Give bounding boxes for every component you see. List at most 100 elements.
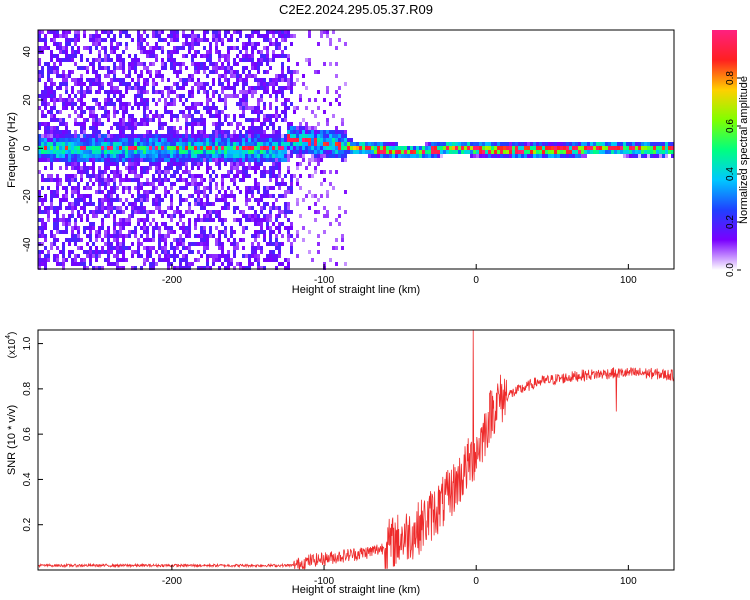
spectrogram-cell xyxy=(173,142,176,146)
spectrogram-cell xyxy=(269,42,272,46)
spectrogram-cell xyxy=(110,242,113,246)
spectrogram-cell xyxy=(197,146,200,150)
spectrogram-cell xyxy=(230,226,233,230)
spectrogram-cell xyxy=(161,74,164,78)
spectrogram-cell xyxy=(275,154,278,158)
spectrogram-cell xyxy=(311,154,314,158)
spectrogram-cell xyxy=(65,106,68,110)
spectrogram-cell xyxy=(158,34,161,38)
spectrogram-cell xyxy=(131,134,134,138)
spectrogram-cell xyxy=(71,54,74,58)
spectrogram-cell xyxy=(122,78,125,82)
spectrogram-cell xyxy=(530,150,533,154)
spectrogram-cell xyxy=(179,78,182,82)
spectrogram-cell xyxy=(80,238,83,242)
spectrogram-cell xyxy=(104,110,107,114)
spectrogram-cell xyxy=(104,234,107,238)
spectrogram-cell xyxy=(275,74,278,78)
spectrogram-cell xyxy=(335,62,338,66)
spectrogram-cell xyxy=(137,158,140,162)
spectrogram-cell xyxy=(263,114,266,118)
spectrogram-cell xyxy=(221,198,224,202)
spectrogram-cell xyxy=(281,194,284,198)
spectrogram-cell xyxy=(47,178,50,182)
spectrogram-cell xyxy=(122,110,125,114)
spectrogram-cell xyxy=(53,38,56,42)
spectrogram-cell xyxy=(233,266,236,270)
snr-x-ticks: -200 -100 0 100 xyxy=(162,565,637,587)
spectrogram-cell xyxy=(260,226,263,230)
spectrogram-cell xyxy=(233,138,236,142)
spectrogram-cell xyxy=(314,130,317,134)
spectrogram-cell xyxy=(212,202,215,206)
spectrogram-cell xyxy=(134,234,137,238)
spectrogram-cell xyxy=(257,42,260,46)
spectrogram-cell xyxy=(71,178,74,182)
spectrogram-cell xyxy=(266,54,269,58)
spectrogram-cell xyxy=(152,146,155,150)
spectrogram-cell xyxy=(161,158,164,162)
spectrogram-cell xyxy=(209,214,212,218)
spectrogram-cell xyxy=(260,174,263,178)
spectrogram-cell xyxy=(86,214,89,218)
spectrogram-cell xyxy=(41,178,44,182)
spectrogram-cell xyxy=(266,222,269,226)
spectrogram-cell xyxy=(188,158,191,162)
spectrogram-cell xyxy=(143,122,146,126)
spectrogram-cell xyxy=(557,154,560,158)
spectrogram-cell xyxy=(98,58,101,62)
spectrogram-cell xyxy=(263,82,266,86)
spectrogram-cell xyxy=(224,174,227,178)
spectrogram-cell xyxy=(281,74,284,78)
spectrogram-cell xyxy=(149,146,152,150)
spectrogram-cell xyxy=(242,238,245,242)
spectrogram-cell xyxy=(131,58,134,62)
spectrogram-cell xyxy=(62,70,65,74)
spectrogram-cell xyxy=(368,142,371,146)
spectrogram-cell xyxy=(419,146,422,150)
spectrogram-cell xyxy=(83,34,86,38)
spectrogram-cell xyxy=(47,218,50,222)
spectrogram-cell xyxy=(146,246,149,250)
snr-series-line xyxy=(38,330,674,570)
spectrogram-cell xyxy=(134,102,137,106)
spectrogram-cell xyxy=(227,122,230,126)
spectrogram-cell xyxy=(164,222,167,226)
spectrogram-cell xyxy=(197,154,200,158)
spectrogram-cell xyxy=(74,198,77,202)
spectrogram-cell xyxy=(329,258,332,262)
spectrogram-cell xyxy=(290,250,293,254)
spectrogram-cell xyxy=(206,150,209,154)
spectrogram-cell xyxy=(194,186,197,190)
spectrogram-cell xyxy=(134,138,137,142)
spectrogram-cell xyxy=(257,62,260,66)
spectrogram-cell xyxy=(305,58,308,62)
spectrogram-cell xyxy=(281,86,284,90)
spectrogram-cell xyxy=(119,174,122,178)
spectrogram-cell xyxy=(95,266,98,270)
spectrogram-cell xyxy=(290,242,293,246)
spectrogram-cell xyxy=(230,194,233,198)
spectrogram-cell xyxy=(269,38,272,42)
spectrogram-cell xyxy=(143,182,146,186)
spectrogram-cell xyxy=(239,222,242,226)
spectrogram-cell xyxy=(242,138,245,142)
spectrogram-cell xyxy=(77,158,80,162)
spectrogram-cell xyxy=(152,202,155,206)
spectrogram-cell xyxy=(197,202,200,206)
spectrogram-cell xyxy=(155,158,158,162)
spectrogram-cell xyxy=(551,154,554,158)
spectrogram-cell xyxy=(197,214,200,218)
spectrogram-cell xyxy=(95,90,98,94)
spectrogram-cell xyxy=(311,110,314,114)
spectrogram-cell xyxy=(329,62,332,66)
spectrogram-cell xyxy=(269,230,272,234)
spectrogram-cell xyxy=(197,78,200,82)
spectrogram-cell xyxy=(656,154,659,158)
spectrogram-cell xyxy=(50,158,53,162)
spectrogram-cell xyxy=(44,94,47,98)
spectrogram-cell xyxy=(491,154,494,158)
spectrogram-cell xyxy=(134,230,137,234)
spectrogram-cell xyxy=(56,186,59,190)
spectrogram-cell xyxy=(248,186,251,190)
